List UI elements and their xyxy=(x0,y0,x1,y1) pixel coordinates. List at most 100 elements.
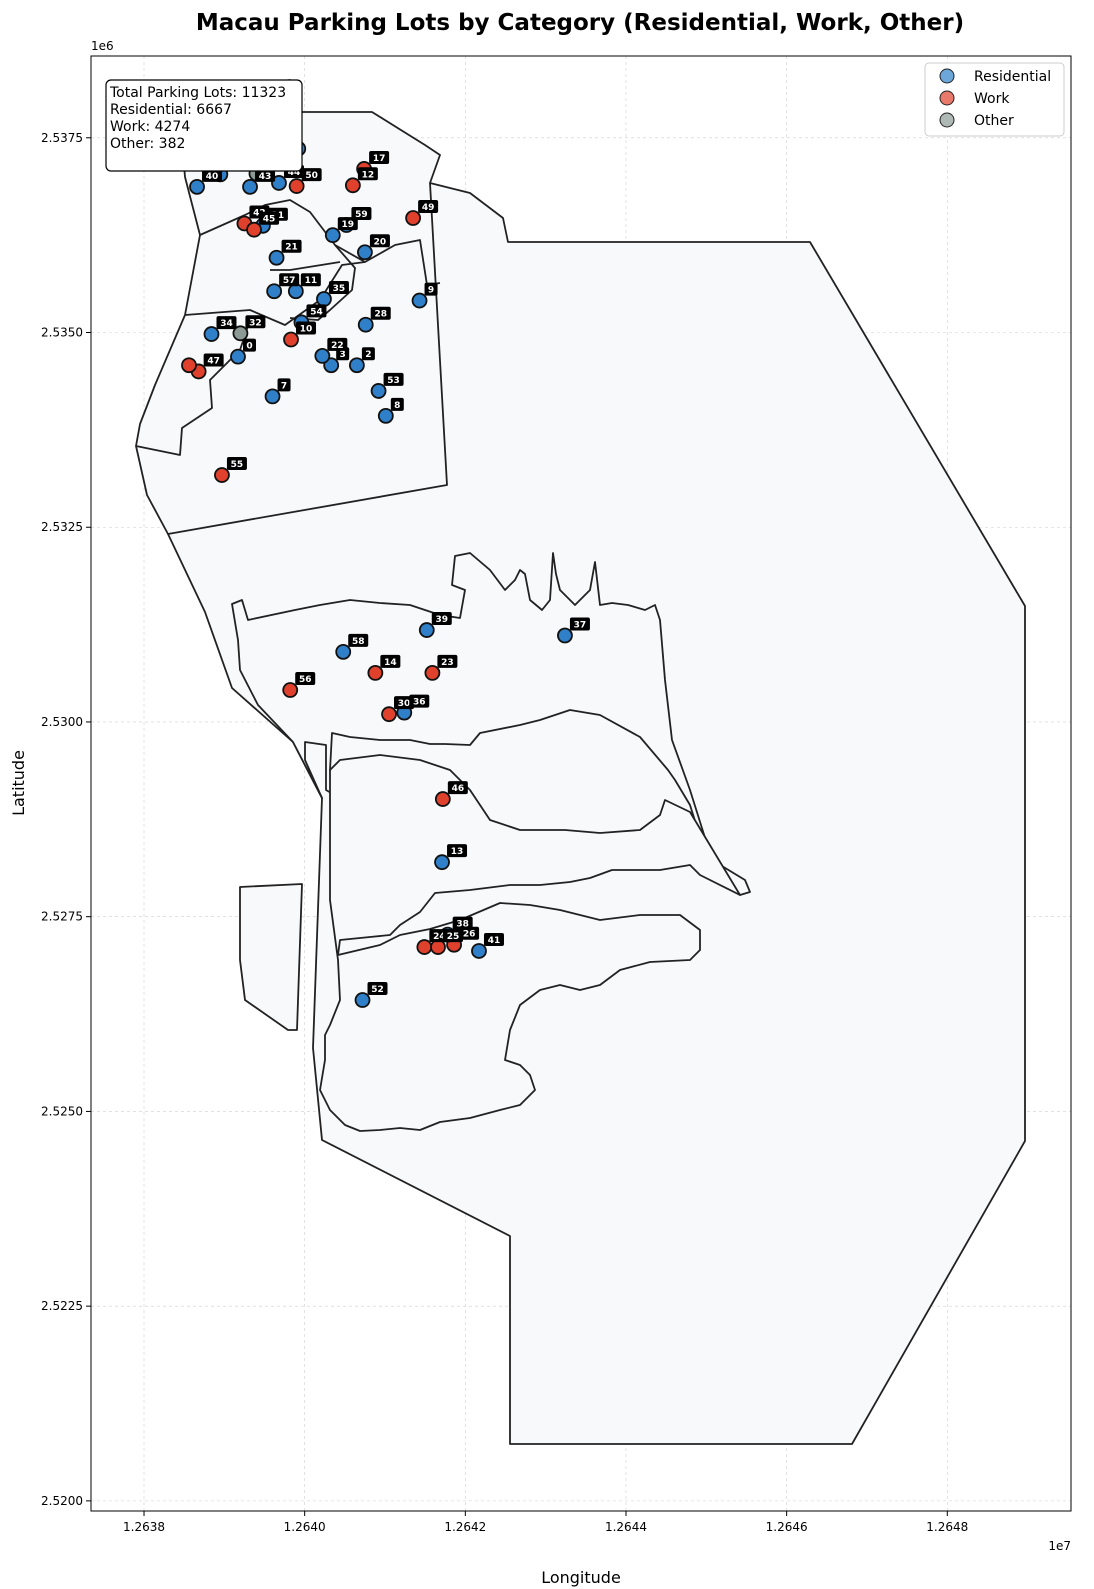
x-tick-label: 1.2638 xyxy=(123,1520,165,1534)
point-label: 30 xyxy=(394,696,415,710)
point-label-text: 26 xyxy=(463,930,476,940)
point-label-text: 55 xyxy=(231,460,244,470)
point-label-text: 44 xyxy=(288,168,301,178)
parking-point-work[interactable] xyxy=(405,210,422,226)
point-label-bg xyxy=(369,234,390,248)
point-label-text: 20 xyxy=(374,237,387,247)
parking-point-residential[interactable] xyxy=(357,244,373,261)
parking-point-residential[interactable] xyxy=(264,388,281,405)
point-label: 20 xyxy=(369,234,390,248)
parking-point-residential[interactable] xyxy=(357,316,374,333)
point-label-text: 32 xyxy=(249,318,262,328)
parking-point-residential[interactable] xyxy=(377,407,394,424)
parking-point-residential[interactable] xyxy=(230,348,246,365)
point-label: 22 xyxy=(327,337,348,351)
point-label: 13 xyxy=(447,844,468,858)
point-label-text: 21 xyxy=(285,243,298,253)
y-tick-label: 2.5250 xyxy=(41,1104,83,1118)
y-tick-label: 2.5225 xyxy=(41,1299,83,1313)
point-label-text: 47 xyxy=(207,356,220,366)
parking-point-residential[interactable] xyxy=(271,175,287,191)
parking-point-residential[interactable] xyxy=(471,943,487,959)
stats-other: Other: 382 xyxy=(110,136,185,152)
point-label-text: 25 xyxy=(447,932,460,942)
parking-point-residential[interactable] xyxy=(266,283,283,300)
point-label-bg xyxy=(202,168,223,182)
point-label-bg xyxy=(245,315,266,329)
point-label-text: 58 xyxy=(352,637,365,647)
parking-point-residential[interactable] xyxy=(268,249,285,266)
parking-point-residential[interactable] xyxy=(411,292,428,309)
legend: Residential Work Other xyxy=(924,62,1065,137)
point-label-text: 54 xyxy=(310,307,323,317)
parking-point-work[interactable] xyxy=(246,221,262,238)
parking-point-work[interactable] xyxy=(434,791,451,807)
parking-point-work[interactable] xyxy=(367,664,384,681)
parking-point-residential[interactable] xyxy=(287,283,304,300)
parking-point-work[interactable] xyxy=(214,467,230,483)
parking-point-residential[interactable] xyxy=(354,992,371,1008)
parking-point-residential[interactable] xyxy=(557,627,573,644)
parking-point-work[interactable] xyxy=(288,178,305,194)
point-label: 57 xyxy=(279,273,300,287)
parking-point-residential[interactable] xyxy=(418,622,435,638)
point-label-text: 24 xyxy=(433,932,446,942)
point-label-text: 46 xyxy=(452,784,465,794)
legend-label-residential: Residential xyxy=(974,69,1051,85)
point-label-text: 56 xyxy=(299,675,312,685)
point-label-text: 28 xyxy=(374,310,387,320)
parking-point-residential[interactable] xyxy=(348,357,365,374)
x-tick-label: 1.2642 xyxy=(444,1520,486,1534)
point-label: 17 xyxy=(369,150,390,164)
point-label-bg xyxy=(279,273,300,287)
y-tick-label: 2.5375 xyxy=(41,131,83,145)
district-line-6 xyxy=(270,261,341,271)
point-label-bg xyxy=(380,654,401,668)
x-axis-label: Longitude xyxy=(541,1568,621,1587)
parking-point-residential[interactable] xyxy=(314,347,331,364)
parking-point-work[interactable] xyxy=(430,939,446,955)
point-label-text: 38 xyxy=(456,920,469,930)
point-label-bg xyxy=(452,916,473,930)
parking-point-residential[interactable] xyxy=(323,357,340,374)
point-label: 43 xyxy=(255,168,276,182)
x-axis-ticks: 1.2638 1.2640 1.2642 1.2644 1.2646 1.2648 xyxy=(123,1511,968,1534)
point-label-bg xyxy=(277,378,291,392)
legend-frame xyxy=(924,62,1065,137)
parking-point-work[interactable] xyxy=(283,331,299,348)
point-label: 25 xyxy=(443,929,464,943)
point-label-bg xyxy=(443,929,464,943)
parking-point-residential[interactable] xyxy=(324,227,341,244)
parking-point-residential[interactable] xyxy=(203,326,220,342)
parking-point-work[interactable] xyxy=(282,682,299,698)
point-label-text: 59 xyxy=(355,210,368,220)
point-label: 39 xyxy=(431,612,452,626)
parking-point-residential[interactable] xyxy=(370,383,387,399)
y-axis-ticks: 2.5200 2.5225 2.5250 2.5275 2.5300 2.5325 2.53… xyxy=(41,131,91,1508)
parking-point-work[interactable] xyxy=(416,939,433,955)
y-offset-label: 1e6 xyxy=(91,39,114,53)
point-label-text: 12 xyxy=(362,170,375,180)
point-label-bg xyxy=(296,321,317,335)
point-label: 23 xyxy=(437,654,458,668)
parking-point-residential[interactable] xyxy=(434,854,450,871)
parking-point-residential[interactable] xyxy=(242,178,258,195)
point-label: 0 xyxy=(243,338,256,352)
point-label: 7 xyxy=(277,378,291,392)
legend-label-work: Work xyxy=(974,91,1010,107)
parking-point-work[interactable] xyxy=(381,706,397,723)
legend-marker-other xyxy=(939,112,955,128)
parking-point-residential[interactable] xyxy=(189,178,205,195)
point-label-text: 49 xyxy=(422,203,435,213)
parking-point-residential[interactable] xyxy=(335,643,352,660)
district-line-4 xyxy=(184,261,366,326)
x-tick-label: 1.2648 xyxy=(926,1520,968,1534)
parking-point-other[interactable] xyxy=(232,325,249,342)
point-label: 14 xyxy=(380,654,401,668)
parking-point-residential[interactable] xyxy=(316,291,332,307)
parking-point-work[interactable] xyxy=(424,664,441,681)
parking-point-work[interactable] xyxy=(181,357,197,374)
parking-point-work[interactable] xyxy=(344,177,361,194)
point-label-bg xyxy=(431,612,452,626)
point-label: 21 xyxy=(281,239,302,253)
